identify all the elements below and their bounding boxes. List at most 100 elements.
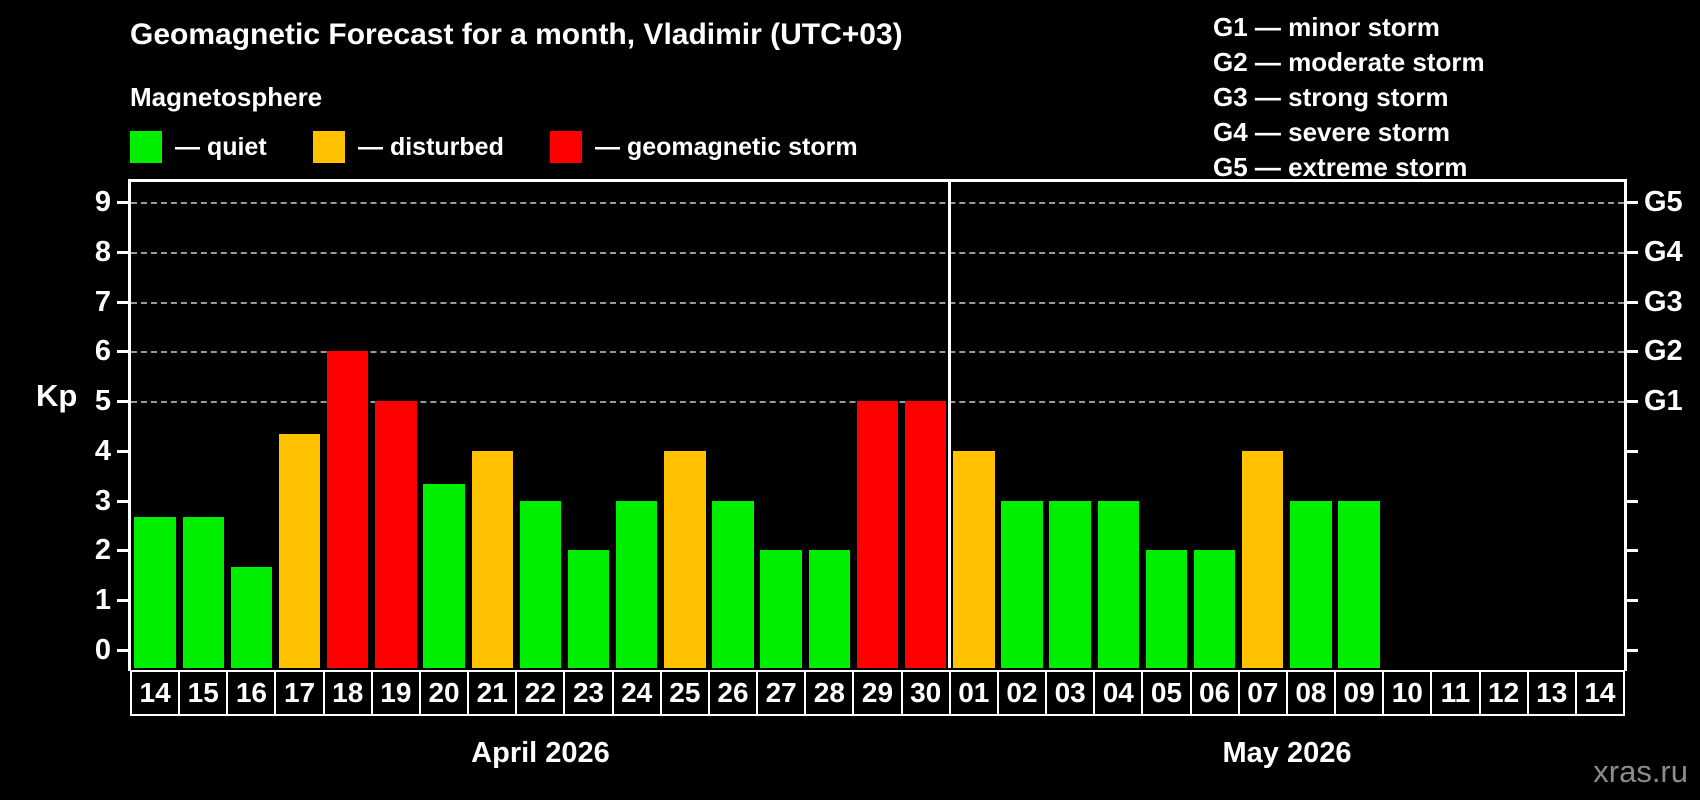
day-label-box: 07 [1237,670,1288,716]
y-tick-left [117,549,130,553]
y-tick-right [1625,599,1638,603]
kp-bar [953,450,995,668]
day-label-box: 21 [467,670,518,716]
y-tick-right [1625,300,1638,304]
day-label-box: 19 [370,670,421,716]
kp-bar [134,517,176,668]
y-tick-label: 9 [94,185,111,218]
month-label-april: April 2026 [471,737,610,769]
day-label-box: 16 [226,670,277,716]
day-label-box: 10 [1382,670,1433,716]
legend-item-quiet: — quiet [130,131,267,163]
kp-bar [567,550,610,668]
day-label-box: 18 [322,670,373,716]
kp-axis-label: Kp [36,378,78,413]
y-tick-left [117,649,130,652]
kp-bar [519,500,562,668]
month-separator [948,182,952,668]
kp-bar [230,566,273,668]
y-tick-right [1625,250,1638,254]
day-label-box: 24 [611,670,662,716]
kp-bar [1097,500,1139,668]
kp-bar [375,401,417,668]
kp-bar [615,500,658,668]
y-tick-label: 6 [94,335,111,368]
kp-bar [471,450,513,668]
kp-bar [1290,500,1332,668]
watermark: xras.ru [1593,754,1688,789]
day-label-box: 25 [659,670,710,716]
day-label-box: 15 [178,670,229,716]
day-label-box: 05 [1141,670,1192,716]
y-tick-left [117,400,130,404]
magnetosphere-subtitle: Magnetosphere [130,82,323,112]
disturbed-swatch-icon [313,131,345,163]
y-tick-label: 4 [94,434,111,467]
y-tick-right [1625,549,1638,553]
y-tick-label: 7 [94,285,111,318]
y-tick-label: 1 [94,584,111,617]
day-label-box: 27 [756,670,807,716]
y-tick-label: 5 [94,385,111,418]
chart-title: Geomagnetic Forecast for a month, Vladim… [130,18,903,51]
day-label-box: 17 [274,670,325,716]
g-axis-label-g5: G5 [1644,185,1683,218]
gridline-kp6 [131,351,1624,354]
y-tick-right [1625,649,1638,652]
month-label-may: May 2026 [1222,737,1352,769]
day-label-box: 29 [852,670,903,716]
day-label-box: 22 [515,670,566,716]
y-tick-left [117,250,130,254]
y-tick-label: 2 [94,534,111,567]
day-label-box: 30 [900,670,951,716]
gscale-legend-g2: G2 — moderate storm [1213,47,1485,77]
g-axis-label-g3: G3 [1644,285,1683,318]
kp-bar [1338,500,1380,668]
y-tick-left [117,449,130,453]
y-tick-left [117,350,130,354]
day-label-box: 11 [1430,670,1481,716]
y-tick-label: 8 [94,235,111,268]
day-label-box: 09 [1334,670,1385,716]
gscale-legend-g3: G3 — strong storm [1213,82,1449,112]
y-tick-right [1625,200,1638,204]
day-label-box: 02 [996,670,1048,716]
day-label-box: 03 [1045,670,1096,716]
gscale-legend-g5: G5 — extreme storm [1213,152,1468,182]
day-label-box: 23 [563,670,614,716]
y-tick-left [117,300,130,304]
y-tick-left [117,499,130,503]
kp-bar [1001,500,1043,668]
y-tick-label: 3 [94,484,111,517]
kp-bar [1193,550,1236,668]
gridline-kp8 [131,251,1624,254]
g-axis-label-g4: G4 [1644,235,1683,268]
gridline-kp7 [131,301,1624,304]
gscale-legend-g4: G4 — severe storm [1213,117,1451,147]
plot-frame [128,179,1627,671]
legend-item-storm: — geomagnetic storm [550,131,858,163]
kp-bar [712,500,754,668]
day-label-box: 13 [1526,670,1577,716]
legend-label-quiet: — quiet [175,133,267,161]
kp-bar [904,401,947,668]
y-tick-right [1625,449,1638,453]
legend-item-disturbed: — disturbed [313,131,504,163]
y-tick-left [117,200,130,204]
kp-bar [327,351,369,668]
y-tick-left [117,599,130,603]
day-label-box: 06 [1189,670,1240,716]
day-label-box: 20 [418,670,470,716]
kp-bar [1145,550,1188,668]
kp-bar [856,401,899,668]
kp-bar [760,550,802,668]
kp-bar [182,517,224,668]
storm-swatch-icon [550,131,582,163]
day-label-box: 28 [804,670,855,716]
kp-bar [423,484,465,668]
day-label-box: 01 [948,670,999,716]
day-label-box: 04 [1093,670,1144,716]
kp-bar [664,450,706,668]
kp-bar [1242,450,1284,668]
